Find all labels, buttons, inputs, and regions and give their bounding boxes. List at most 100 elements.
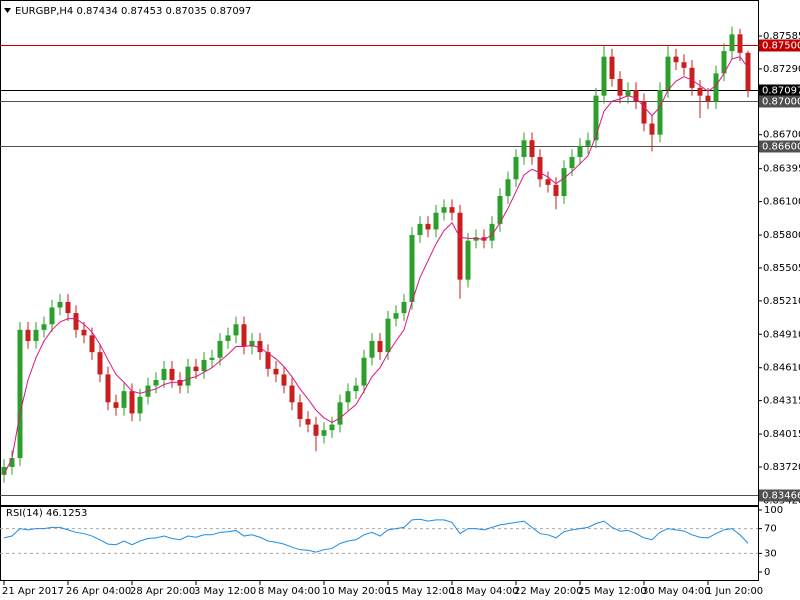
candle-body: [105, 374, 111, 403]
candle-body: [17, 329, 23, 459]
candle-body: [297, 402, 303, 420]
x-tick-label: 18 May 04:00: [450, 586, 519, 597]
candle-body: [73, 313, 79, 330]
candle-body: [313, 424, 319, 436]
candle-body: [209, 357, 215, 360]
level-label: 0.83466: [762, 491, 800, 502]
chart-title: EURGBP,H4 0.87434 0.87453 0.87035 0.8709…: [15, 6, 251, 17]
rsi-frame: [0, 506, 759, 581]
candle-body: [665, 56, 671, 91]
x-tick-label: 10 May 20:00: [322, 586, 391, 597]
moving-average: [3, 56, 749, 475]
level-label-box: [759, 84, 800, 97]
candle-body: [577, 145, 583, 157]
y-tick-label: 0.86395: [763, 164, 800, 175]
candle-body: [25, 329, 31, 341]
candle-body: [409, 235, 415, 302]
candle-body: [321, 430, 327, 436]
candle-body: [585, 140, 591, 146]
candle-body: [129, 391, 135, 414]
candle-body: [545, 179, 551, 185]
candle-body: [601, 56, 607, 96]
candle-body: [49, 307, 55, 325]
candle-body: [497, 196, 503, 224]
candle-body: [361, 357, 367, 386]
y-tick-label: 0.87585: [763, 31, 800, 42]
level-label-box: [759, 95, 800, 108]
x-tick-label: 22 May 20:00: [514, 586, 583, 597]
menu-icon: [4, 8, 11, 13]
level-label-box: [759, 39, 800, 52]
rsi-line: [3, 518, 749, 553]
y-tick-label: 0.84015: [763, 429, 800, 440]
candle-body: [513, 156, 519, 180]
x-tick-label: 8 May 04:00: [258, 586, 320, 597]
candle-body: [641, 101, 647, 124]
candle-body: [57, 301, 63, 308]
candle-body: [689, 67, 695, 88]
candle-body: [441, 207, 447, 213]
candle-body: [657, 90, 663, 135]
candle-body: [465, 240, 471, 280]
candle-body: [537, 156, 543, 180]
candle-body: [345, 391, 351, 403]
candle-body: [225, 335, 231, 341]
candle-body: [681, 62, 687, 68]
candle-body: [633, 90, 639, 102]
candle-body: [81, 329, 87, 336]
candle-body: [241, 324, 247, 347]
candle-body: [89, 335, 95, 353]
candle-body: [473, 237, 479, 241]
candle-body: [169, 368, 175, 381]
candle-body: [697, 87, 703, 96]
y-tick-label: 0.85505: [763, 263, 800, 274]
candle-body: [65, 301, 71, 314]
candle-body: [617, 78, 623, 96]
candle-body: [713, 73, 719, 102]
candle-body: [353, 385, 359, 392]
candle-body: [185, 366, 191, 386]
candle-body: [457, 212, 463, 280]
candle-body: [377, 340, 383, 353]
x-tick-label: 30 May 04:00: [642, 586, 711, 597]
candle-body: [193, 366, 199, 372]
candle-body: [521, 140, 527, 157]
candle-body: [305, 419, 311, 425]
candle-body: [9, 458, 15, 467]
level-label: 0.87097: [762, 86, 800, 97]
candle-body: [489, 223, 495, 241]
rsi-tick-label: 30: [764, 548, 777, 559]
candle-body: [393, 313, 399, 319]
candle-body: [673, 56, 679, 63]
candle-body: [385, 318, 391, 353]
candle-body: [281, 374, 287, 386]
x-tick-label: 26 Apr 04:00: [66, 586, 131, 597]
candle-body: [649, 123, 655, 135]
candle-body: [337, 402, 343, 425]
x-tick-label: 1 Jun 20:00: [706, 586, 763, 597]
candle-body: [705, 95, 711, 102]
x-tick-label: 28 Apr 20:00: [130, 586, 195, 597]
candle-body: [569, 156, 575, 169]
candle-body: [289, 385, 295, 403]
candle-body: [1, 466, 7, 475]
candle-body: [425, 223, 431, 230]
candle-body: [449, 207, 455, 213]
candle-body: [329, 424, 335, 431]
candle-body: [265, 352, 271, 369]
x-tick-label: 21 Apr 2017: [2, 586, 64, 597]
candle-body: [553, 184, 559, 197]
x-tick-label: 25 May 12:00: [578, 586, 647, 597]
candle-body: [137, 396, 143, 414]
candle-body: [201, 359, 207, 372]
candle-body: [177, 380, 183, 386]
candle-body: [257, 340, 263, 353]
price-frame: [0, 0, 759, 506]
candle-body: [729, 34, 735, 52]
candle-body: [625, 90, 631, 96]
